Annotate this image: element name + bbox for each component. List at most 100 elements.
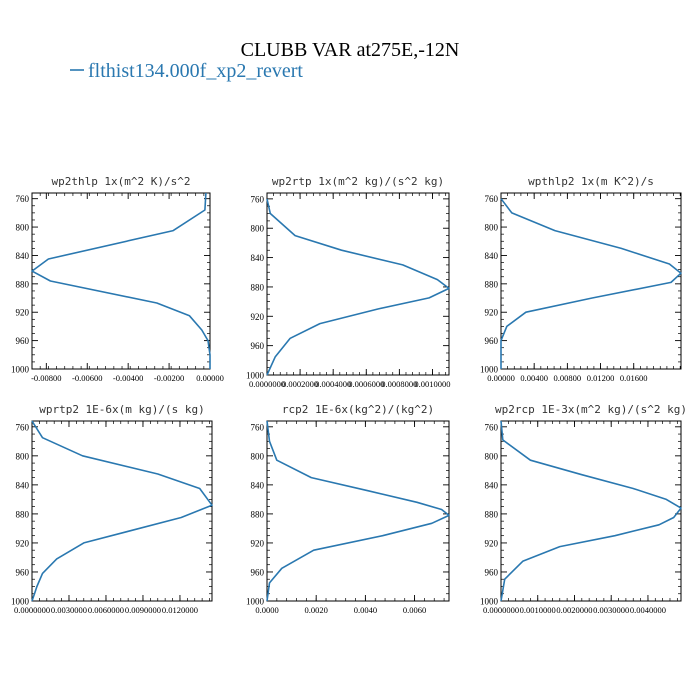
x-tick-label: 0.0000000	[483, 605, 519, 615]
plot-frame	[266, 420, 450, 602]
y-tick-label: 1000	[246, 597, 265, 607]
x-tick-label: 0.0008000	[381, 379, 417, 389]
y-tick-label: 880	[251, 282, 265, 292]
panel-title: wp2thlp 1x(m^2 K)/s^2	[51, 175, 190, 188]
y-tick-label: 880	[251, 509, 265, 519]
legend-label: flthist134.000f_xp2_revert	[88, 60, 303, 82]
y-tick-label: 880	[16, 279, 30, 289]
x-tick-label: -0.00200	[154, 373, 184, 383]
chart-panel: wpthlp2 1x(m K^2)/s 760 800 840 880 920 960 100…	[480, 175, 682, 383]
chart-panel: wp2thlp 1x(m^2 K)/s^2 760 800 840 880 920 960 1…	[11, 175, 224, 383]
y-tick-label: 920	[16, 308, 30, 318]
y-tick-label: 920	[251, 538, 265, 548]
y-tick-label: 760	[251, 422, 265, 432]
y-tick-label: 880	[485, 279, 499, 289]
y-tick-label: 960	[251, 567, 265, 577]
y-tick-label: 800	[485, 451, 499, 461]
x-tick-label: 0.0000	[255, 605, 278, 615]
x-tick-label: -0.00400	[113, 373, 143, 383]
x-tick-label: 0.01200	[587, 373, 615, 383]
x-tick-label: 0.0040	[354, 605, 377, 615]
y-tick-label: 840	[485, 480, 499, 490]
panel-title: rcp2 1E-6x(kg^2)/(kg^2)	[282, 403, 434, 416]
x-tick-label: 0.0002000	[282, 379, 318, 389]
chart-panel: wp2rcp 1E-3x(m^2 kg)/(s^2 kg) 760 800 840 88…	[480, 403, 687, 615]
y-tick-label: 1000	[11, 365, 30, 375]
y-tick-label: 760	[16, 422, 30, 432]
y-tick-label: 800	[485, 223, 499, 233]
x-tick-label: 0.00000	[196, 373, 224, 383]
y-tick-label: 840	[16, 480, 30, 490]
panel-title: wpthlp2 1x(m K^2)/s	[528, 175, 654, 188]
chart-panel: rcp2 1E-6x(kg^2)/(kg^2) 760 800 840 880 920 96…	[246, 403, 450, 615]
panel-title: wp2rtp 1x(m^2 kg)/(s^2 kg)	[272, 175, 444, 188]
x-tick-label: 0.0030000	[51, 605, 87, 615]
y-tick-label: 960	[485, 567, 499, 577]
y-tick-label: 960	[485, 336, 499, 346]
plot-frame	[31, 420, 213, 602]
y-tick-label: 1000	[246, 371, 265, 381]
y-tick-label: 920	[485, 308, 499, 318]
y-tick-label: 920	[16, 538, 30, 548]
y-tick-label: 800	[16, 451, 30, 461]
x-tick-label: -0.00600	[72, 373, 102, 383]
y-tick-label: 1000	[480, 365, 499, 375]
x-tick-label: 0.00800	[554, 373, 582, 383]
y-tick-label: 920	[485, 538, 499, 548]
plot-frame	[500, 192, 682, 370]
x-tick-label: 0.0006000	[348, 379, 384, 389]
x-tick-label: 0.0020000	[556, 605, 592, 615]
x-tick-label: 0.00000	[487, 373, 515, 383]
series-line	[500, 198, 682, 369]
x-tick-label: 0.0030000	[593, 605, 629, 615]
y-tick-label: 800	[251, 224, 265, 234]
y-tick-label: 800	[16, 223, 30, 233]
x-tick-label: 0.0010000	[414, 379, 450, 389]
x-tick-label: 0.0040000	[630, 605, 666, 615]
x-tick-label: 0.0010000	[520, 605, 556, 615]
panel-grid: wp2thlp 1x(m^2 K)/s^2 760 800 840 880 920 960 1…	[11, 175, 687, 615]
series-line	[31, 420, 213, 602]
y-tick-label: 1000	[11, 597, 30, 607]
x-tick-label: 0.00400	[520, 373, 548, 383]
figure-title: CLUBB VAR at275E,-12N	[241, 39, 460, 61]
x-tick-label: 0.0090000	[125, 605, 161, 615]
y-tick-label: 760	[251, 194, 265, 204]
y-tick-label: 840	[16, 251, 30, 261]
y-tick-label: 1000	[480, 597, 499, 607]
y-tick-label: 920	[251, 312, 265, 322]
x-tick-label: 0.0004000	[315, 379, 351, 389]
y-tick-label: 800	[251, 451, 265, 461]
y-tick-label: 880	[485, 509, 499, 519]
y-tick-label: 960	[16, 336, 30, 346]
plot-frame	[31, 192, 211, 370]
x-tick-label: 0.0060000	[88, 605, 124, 615]
y-tick-label: 880	[16, 509, 30, 519]
x-tick-label: -0.00800	[31, 373, 61, 383]
panel-title: wp2rcp 1E-3x(m^2 kg)/(s^2 kg)	[495, 403, 687, 416]
y-tick-label: 760	[485, 194, 499, 204]
x-tick-label: 0.0000000	[14, 605, 50, 615]
y-tick-label: 960	[16, 567, 30, 577]
y-tick-label: 840	[251, 480, 265, 490]
y-tick-label: 840	[251, 253, 265, 263]
y-tick-label: 760	[16, 194, 30, 204]
x-tick-label: 0.01600	[620, 373, 648, 383]
series-line	[500, 420, 682, 602]
x-tick-label: 0.0120000	[162, 605, 198, 615]
series-line	[266, 420, 450, 602]
x-tick-label: 0.0020	[305, 605, 328, 615]
y-tick-label: 760	[485, 422, 499, 432]
chart-panel: wp2rtp 1x(m^2 kg)/(s^2 kg) 760 800 840 880 92…	[246, 175, 451, 389]
y-tick-label: 840	[485, 251, 499, 261]
series-line	[31, 192, 211, 369]
y-tick-label: 960	[251, 341, 265, 351]
plot-frame	[266, 192, 450, 376]
x-tick-label: 0.0060	[403, 605, 426, 615]
panel-title: wprtp2 1E-6x(m kg)/(s kg)	[39, 403, 205, 416]
plot-frame	[500, 420, 682, 602]
chart-panel: wprtp2 1E-6x(m kg)/(s kg) 760 800 840 880 920…	[11, 403, 213, 615]
x-tick-label: 0.0000000	[249, 379, 285, 389]
